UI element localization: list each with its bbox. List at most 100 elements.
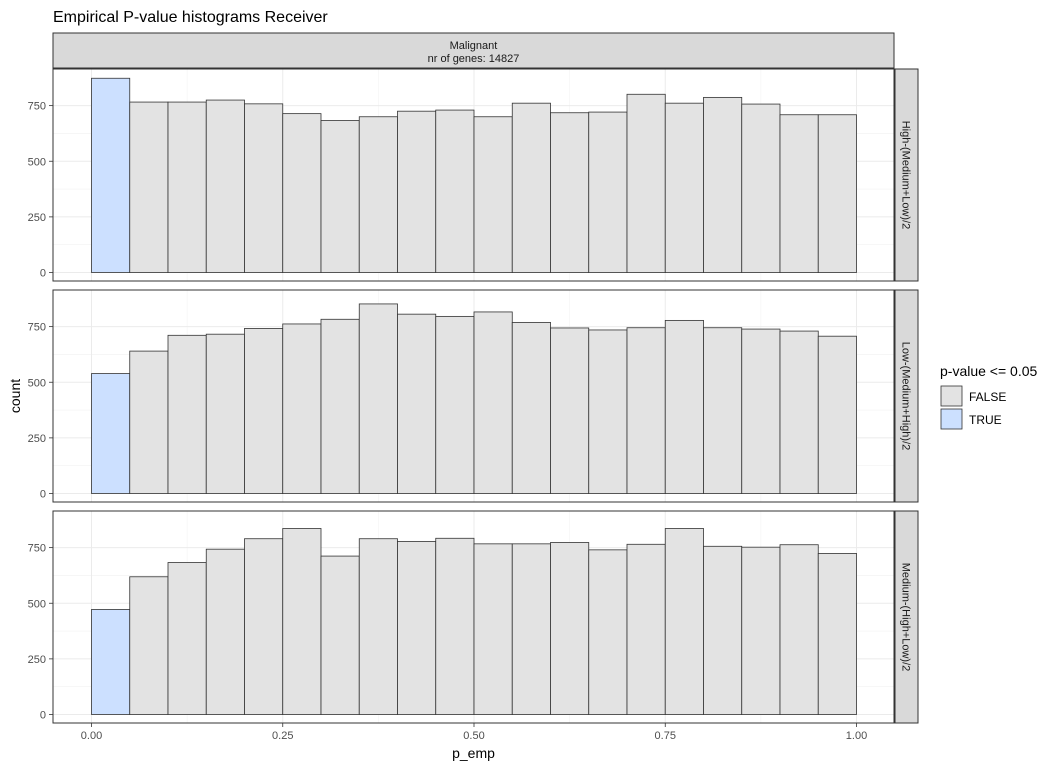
y-tick-label: 0 xyxy=(40,489,46,501)
x-axis: 0.00 0.25 0.50 0.75 1.00 xyxy=(81,723,867,742)
facet-strip xyxy=(894,510,919,724)
histogram-bar-false xyxy=(282,323,322,494)
panel-border xyxy=(52,68,895,282)
top-strip-gene-count: nr of genes: 14827 xyxy=(428,53,520,65)
legend-swatch-false xyxy=(940,385,963,407)
histogram-bar-false xyxy=(320,555,360,715)
histogram-bar-false xyxy=(473,543,513,715)
histogram-bar-false xyxy=(703,545,743,715)
histogram-bar-false xyxy=(511,543,551,715)
histogram-bar-false xyxy=(779,544,819,715)
y-tick-label: 500 xyxy=(28,377,46,389)
legend-label-true: TRUE xyxy=(969,413,1002,427)
histogram-bar-false xyxy=(741,328,781,494)
histogram-bar-false xyxy=(320,120,360,273)
histogram-bar-false xyxy=(550,542,590,715)
facet-panel: 0 250 500 750 Low-(Medium+High)/2 xyxy=(28,289,919,503)
histogram-bar-false xyxy=(817,335,857,494)
chart-title: Empirical P-value histograms Receiver xyxy=(53,9,328,26)
histogram-bar-false xyxy=(129,350,169,494)
y-tick-label: 0 xyxy=(40,710,46,722)
legend: p-value <= 0.05 FALSE TRUE xyxy=(940,363,1038,430)
y-tick-label: 500 xyxy=(28,598,46,610)
histogram-bar-false xyxy=(244,538,284,715)
histogram-bar-false xyxy=(626,327,666,494)
histogram-bar-false xyxy=(244,328,284,494)
histogram-bar-false xyxy=(435,537,475,715)
x-tick-label: 0.50 xyxy=(463,730,484,742)
histogram-bar-false xyxy=(741,546,781,715)
histogram-bar-false xyxy=(397,110,437,273)
histogram-bar-false xyxy=(397,540,437,715)
facet-panel: 0 250 500 750 High-(Medium+Low)/2 xyxy=(28,68,919,282)
legend-label-false: FALSE xyxy=(969,390,1006,404)
histogram-bar-false xyxy=(817,114,857,273)
histogram-bar-false xyxy=(397,313,437,494)
histogram-bar-false xyxy=(550,112,590,273)
histogram-bar-false xyxy=(703,327,743,494)
facet-strip-label: Medium-(High+Low)/2 xyxy=(900,563,912,672)
panel-border xyxy=(52,510,895,724)
x-tick-label: 0.00 xyxy=(81,730,102,742)
histogram-bar-false xyxy=(167,334,207,494)
y-tick-label: 250 xyxy=(28,433,46,445)
histogram-bar-false xyxy=(435,315,475,494)
facet-panel: 0 250 500 750 Medium-(High+Low)/2 xyxy=(28,510,919,724)
histogram-bar-false xyxy=(167,562,207,715)
histogram-bar-false xyxy=(320,318,360,494)
x-tick-label: 1.00 xyxy=(846,730,867,742)
histogram-bar-false xyxy=(511,102,551,273)
y-tick-label: 250 xyxy=(28,212,46,224)
facet-strip xyxy=(894,68,919,282)
x-tick-label: 0.25 xyxy=(272,730,293,742)
histogram-bar-false xyxy=(129,576,169,715)
histogram-bar-false xyxy=(435,109,475,273)
y-tick-label: 750 xyxy=(28,543,46,555)
facet-strip-label: High-(Medium+Low)/2 xyxy=(900,121,912,230)
facet-panels: 0 250 500 750 High-(Medium+Low)/2 0 250 500 750 L… xyxy=(28,68,919,724)
y-tick-label: 0 xyxy=(40,268,46,280)
facet-strip-label: Low-(Medium+High)/2 xyxy=(900,342,912,451)
histogram-bar-false xyxy=(779,330,819,494)
histogram-bar-false xyxy=(244,103,284,273)
legend-swatch-true xyxy=(940,408,963,430)
panel-border xyxy=(52,289,895,503)
histogram-bar-false xyxy=(282,528,322,715)
histogram-bar-true xyxy=(91,373,131,494)
y-tick-label: 750 xyxy=(28,101,46,113)
histogram-bar-false xyxy=(205,548,245,715)
top-strip xyxy=(52,32,895,69)
histogram-bar-false xyxy=(358,538,398,715)
top-strip-label: Malignant xyxy=(450,40,498,52)
histogram-bar-false xyxy=(664,528,704,715)
histogram-bar-false xyxy=(358,303,398,494)
histogram-bar-false xyxy=(473,311,513,494)
histogram-bar-false xyxy=(129,101,169,273)
histogram-bar-true xyxy=(91,77,131,273)
histogram-bar-false xyxy=(550,327,590,494)
histogram-bar-false xyxy=(588,329,628,494)
histogram-bar-false xyxy=(741,103,781,273)
histogram-bar-false xyxy=(817,553,857,715)
y-tick-label: 250 xyxy=(28,654,46,666)
y-tick-label: 750 xyxy=(28,322,46,334)
histogram-bar-false xyxy=(167,101,207,273)
y-axis-title: count xyxy=(7,379,23,413)
histogram-bar-false xyxy=(358,116,398,273)
histogram-bar-false xyxy=(473,116,513,273)
histogram-bar-false xyxy=(205,99,245,273)
histogram-bar-false xyxy=(282,113,322,273)
histogram-bar-false xyxy=(626,543,666,715)
histogram-bar-false xyxy=(664,319,704,494)
facet-strip xyxy=(894,289,919,503)
histogram-bar-true xyxy=(91,609,131,715)
histogram-bar-false xyxy=(205,333,245,494)
histogram-bar-false xyxy=(779,114,819,273)
legend-title: p-value <= 0.05 xyxy=(940,363,1038,379)
histogram-bar-false xyxy=(703,96,743,273)
histogram-bar-false xyxy=(588,549,628,715)
y-tick-label: 500 xyxy=(28,156,46,168)
histogram-bar-false xyxy=(588,111,628,273)
histogram-bar-false xyxy=(626,93,666,273)
